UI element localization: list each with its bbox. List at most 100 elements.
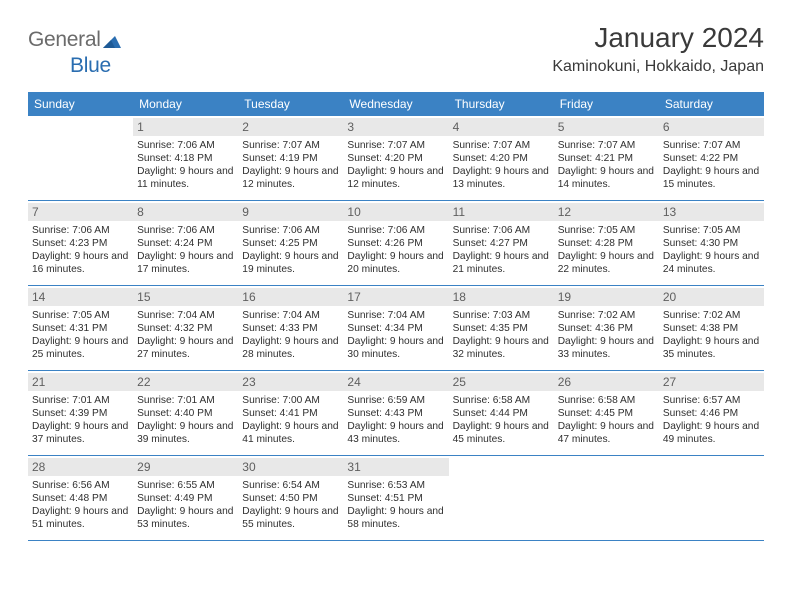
day-info: Sunrise: 7:07 AMSunset: 4:21 PMDaylight:… — [558, 139, 655, 191]
day-info: Sunrise: 7:06 AMSunset: 4:27 PMDaylight:… — [453, 224, 550, 276]
day-number: 9 — [238, 203, 343, 221]
day-number: 24 — [343, 373, 448, 391]
day-number: 23 — [238, 373, 343, 391]
day-cell: 26 Sunrise: 6:58 AMSunset: 4:45 PMDayligh… — [554, 371, 659, 455]
day-number: 30 — [238, 458, 343, 476]
day-cell: 7Sunrise: 7:06 AMSunset: 4:23 PMDaylight… — [28, 201, 133, 285]
day-cell: 2Sunrise: 7:07 AMSunset: 4:19 PMDaylight… — [238, 116, 343, 200]
day-cell: 9 Sunrise: 7:06 AMSunset: 4:25 PMDaylight… — [238, 201, 343, 285]
day-cell: 28 Sunrise: 6:56 AMSunset: 4:48 PMDayligh… — [28, 456, 133, 540]
day-number: 15 — [133, 288, 238, 306]
day-info: Sunrise: 6:53 AMSunset: 4:51 PMDaylight:… — [347, 479, 444, 531]
day-info: Sunrise: 7:02 AMSunset: 4:38 PMDaylight:… — [663, 309, 760, 361]
day-cell: 4 Sunrise: 7:07 AMSunset: 4:20 PMDaylight… — [449, 116, 554, 200]
day-info: Sunrise: 6:57 AMSunset: 4:46 PMDaylight:… — [663, 394, 760, 446]
day-number: 14 — [28, 288, 133, 306]
day-number: 21 — [28, 373, 133, 391]
day-cell: 6 Sunrise: 7:07 AMSunset: 4:22 PMDaylight… — [659, 116, 764, 200]
logo-triangle-icon — [103, 32, 121, 48]
week-row: 1 Sunrise: 7:06 AMSunset: 4:18 PMDaylight… — [28, 116, 764, 201]
day-number: 6 — [659, 118, 764, 136]
weekday-header: Friday — [554, 92, 659, 116]
day-number: 25 — [449, 373, 554, 391]
day-number: 1 — [133, 118, 238, 136]
day-cell — [659, 456, 764, 540]
day-number: 28 — [28, 458, 133, 476]
day-number: 5 — [554, 118, 659, 136]
day-info: Sunrise: 7:07 AMSunset: 4:19 PMDaylight:… — [242, 139, 339, 191]
weekday-header-row: SundayMondayTuesdayWednesdayThursdayFrid… — [28, 92, 764, 116]
day-info: Sunrise: 7:04 AMSunset: 4:34 PMDaylight:… — [347, 309, 444, 361]
logo-text-1: General — [28, 28, 101, 52]
day-cell: 13 Sunrise: 7:05 AMSunset: 4:30 PMDayligh… — [659, 201, 764, 285]
day-cell: 25 Sunrise: 6:58 AMSunset: 4:44 PMDayligh… — [449, 371, 554, 455]
day-number: 12 — [554, 203, 659, 221]
day-info: Sunrise: 7:02 AMSunset: 4:36 PMDaylight:… — [558, 309, 655, 361]
week-row: 7Sunrise: 7:06 AMSunset: 4:23 PMDaylight… — [28, 201, 764, 286]
day-cell: 15Sunrise: 7:04 AMSunset: 4:32 PMDayligh… — [133, 286, 238, 370]
day-number: 26 — [554, 373, 659, 391]
day-number: 13 — [659, 203, 764, 221]
day-info: Sunrise: 7:07 AMSunset: 4:20 PMDaylight:… — [453, 139, 550, 191]
day-number: 10 — [343, 203, 448, 221]
day-info: Sunrise: 6:55 AMSunset: 4:49 PMDaylight:… — [137, 479, 234, 531]
day-info: Sunrise: 6:56 AMSunset: 4:48 PMDaylight:… — [32, 479, 129, 531]
day-info: Sunrise: 7:06 AMSunset: 4:24 PMDaylight:… — [137, 224, 234, 276]
day-info: Sunrise: 7:06 AMSunset: 4:23 PMDaylight:… — [32, 224, 129, 276]
day-cell: 5 Sunrise: 7:07 AMSunset: 4:21 PMDaylight… — [554, 116, 659, 200]
day-cell: 8 Sunrise: 7:06 AMSunset: 4:24 PMDaylight… — [133, 201, 238, 285]
day-info: Sunrise: 7:06 AMSunset: 4:25 PMDaylight:… — [242, 224, 339, 276]
day-cell: 19 Sunrise: 7:02 AMSunset: 4:36 PMDayligh… — [554, 286, 659, 370]
day-number: 16 — [238, 288, 343, 306]
day-cell: 30 Sunrise: 6:54 AMSunset: 4:50 PMDayligh… — [238, 456, 343, 540]
day-number: 8 — [133, 203, 238, 221]
day-cell: 18 Sunrise: 7:03 AMSunset: 4:35 PMDayligh… — [449, 286, 554, 370]
day-cell: 23 Sunrise: 7:00 AMSunset: 4:41 PMDayligh… — [238, 371, 343, 455]
day-cell — [554, 456, 659, 540]
day-info: Sunrise: 7:06 AMSunset: 4:18 PMDaylight:… — [137, 139, 234, 191]
day-cell: 16 Sunrise: 7:04 AMSunset: 4:33 PMDayligh… — [238, 286, 343, 370]
day-number: 31 — [343, 458, 448, 476]
calendar-page: General January 2024 Kaminokuni, Hokkaid… — [0, 0, 792, 541]
day-info: Sunrise: 6:54 AMSunset: 4:50 PMDaylight:… — [242, 479, 339, 531]
weekday-header: Thursday — [449, 92, 554, 116]
day-cell: 27Sunrise: 6:57 AMSunset: 4:46 PMDayligh… — [659, 371, 764, 455]
day-info: Sunrise: 7:07 AMSunset: 4:20 PMDaylight:… — [347, 139, 444, 191]
month-year: January 2024 — [552, 22, 764, 54]
day-info: Sunrise: 7:01 AMSunset: 4:40 PMDaylight:… — [137, 394, 234, 446]
logo-text-2: Blue — [28, 54, 111, 77]
day-info: Sunrise: 7:07 AMSunset: 4:22 PMDaylight:… — [663, 139, 760, 191]
day-info: Sunrise: 7:01 AMSunset: 4:39 PMDaylight:… — [32, 394, 129, 446]
day-number: 11 — [449, 203, 554, 221]
day-cell — [449, 456, 554, 540]
day-info: Sunrise: 7:04 AMSunset: 4:33 PMDaylight:… — [242, 309, 339, 361]
day-info: Sunrise: 7:05 AMSunset: 4:30 PMDaylight:… — [663, 224, 760, 276]
day-info: Sunrise: 7:00 AMSunset: 4:41 PMDaylight:… — [242, 394, 339, 446]
day-info: Sunrise: 7:03 AMSunset: 4:35 PMDaylight:… — [453, 309, 550, 361]
day-cell: 29 Sunrise: 6:55 AMSunset: 4:49 PMDayligh… — [133, 456, 238, 540]
day-cell: 14 Sunrise: 7:05 AMSunset: 4:31 PMDayligh… — [28, 286, 133, 370]
weeks-container: 1 Sunrise: 7:06 AMSunset: 4:18 PMDaylight… — [28, 116, 764, 541]
weekday-header: Monday — [133, 92, 238, 116]
day-cell — [28, 116, 133, 200]
day-cell: 24 Sunrise: 6:59 AMSunset: 4:43 PMDayligh… — [343, 371, 448, 455]
logo: General — [28, 22, 123, 52]
day-info: Sunrise: 6:59 AMSunset: 4:43 PMDaylight:… — [347, 394, 444, 446]
day-number: 3 — [343, 118, 448, 136]
calendar-grid: SundayMondayTuesdayWednesdayThursdayFrid… — [28, 92, 764, 541]
day-info: Sunrise: 6:58 AMSunset: 4:44 PMDaylight:… — [453, 394, 550, 446]
day-info: Sunrise: 6:58 AMSunset: 4:45 PMDaylight:… — [558, 394, 655, 446]
weekday-header: Sunday — [28, 92, 133, 116]
day-cell: 17Sunrise: 7:04 AMSunset: 4:34 PMDayligh… — [343, 286, 448, 370]
day-info: Sunrise: 7:05 AMSunset: 4:31 PMDaylight:… — [32, 309, 129, 361]
week-row: 14 Sunrise: 7:05 AMSunset: 4:31 PMDayligh… — [28, 286, 764, 371]
day-cell: 20Sunrise: 7:02 AMSunset: 4:38 PMDayligh… — [659, 286, 764, 370]
day-cell: 31 Sunrise: 6:53 AMSunset: 4:51 PMDayligh… — [343, 456, 448, 540]
day-number: 4 — [449, 118, 554, 136]
week-row: 21 Sunrise: 7:01 AMSunset: 4:39 PMDayligh… — [28, 371, 764, 456]
day-number: 29 — [133, 458, 238, 476]
day-number: 19 — [554, 288, 659, 306]
day-number: 22 — [133, 373, 238, 391]
day-cell: 1 Sunrise: 7:06 AMSunset: 4:18 PMDaylight… — [133, 116, 238, 200]
day-number: 18 — [449, 288, 554, 306]
